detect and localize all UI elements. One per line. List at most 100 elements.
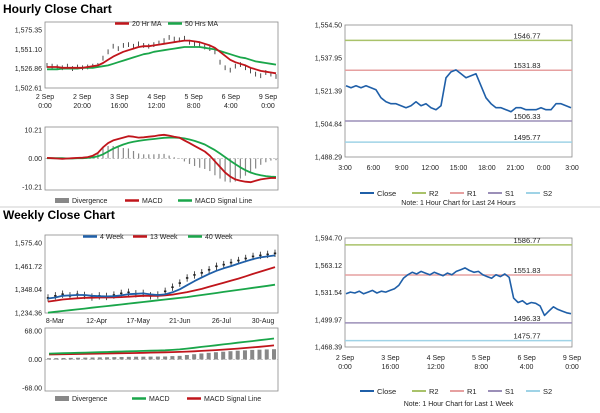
hourly-macd-tick-label-1: 0.00 [28, 156, 42, 163]
hourly-levels-x-tick-7: 0:00 [537, 165, 551, 172]
hourly-levels-x-tick-0: 3:00 [338, 165, 352, 172]
weekly-13week-line [47, 266, 276, 303]
hourly-levels-x-tick-5: 18:00 [478, 165, 496, 172]
weekly-price-candle-body [222, 263, 225, 266]
weekly-macd-line [48, 337, 275, 355]
weekly-divergence-bar [250, 349, 255, 360]
hourly-levels-legend-s2-label: S2 [543, 189, 552, 198]
weekly-levels-level-s2-label: 1475.77 [513, 332, 540, 341]
weekly-levels-x-tick-0-b: 0:00 [338, 364, 352, 371]
weekly-levels-legend-s2-label: S2 [543, 387, 552, 396]
weekly-legend-13week-label: 13 Week [150, 234, 178, 241]
hourly-price-x-tick-3-a: 4 Sep [147, 94, 165, 101]
weekly-divergence-bar [134, 356, 139, 360]
hourly-price-tick-label-1: 1,551.10 [15, 47, 42, 54]
weekly-divergence-bar [90, 357, 95, 360]
weekly-levels-tick-label-0: 1,594.70 [315, 236, 342, 243]
hourly-price-x-tick-0-b: 0:00 [38, 103, 52, 110]
hourly-section-title: Hourly Close Chart [3, 2, 112, 16]
weekly-divergence-bar [272, 349, 276, 360]
hourly-levels-legend-close-label: Close [377, 189, 396, 198]
weekly-price-x-tick-1: 12-Apr [86, 318, 108, 325]
hourly-levels-close-line [345, 69, 572, 113]
hourly-legend-50hr-label: 50 Hrs MA [185, 21, 218, 28]
weekly-levels-note: Note: 1 Hour Chart for Last 1 Week [404, 401, 514, 408]
weekly-price-candle-body [54, 295, 57, 297]
weekly-4week-line [47, 254, 276, 300]
hourly-price-x-tick-4-b: 8:00 [187, 103, 201, 110]
weekly-levels-legend-close-label: Close [377, 387, 396, 396]
hourly-20hr-ma-line [47, 39, 277, 75]
weekly-price-candle-body [237, 259, 240, 262]
hourly-levels-level-s1-label: 1506.33 [513, 112, 540, 121]
weekly-divergence-bar [47, 358, 51, 360]
weekly-divergence-bar [213, 352, 218, 360]
weekly-divergence-bar [126, 356, 131, 360]
weekly-price-candle-body [215, 265, 218, 268]
hourly-macd-tick-label-2: -10.21 [22, 185, 42, 192]
weekly-price-frame [44, 234, 279, 314]
weekly-40week-line [47, 283, 276, 314]
weekly-macd-tick-label-1: 0.00 [28, 357, 42, 364]
weekly-divergence-bar [264, 349, 269, 360]
weekly-divergence-bar [199, 353, 204, 360]
hourly-price-x-tick-1-b: 20:00 [73, 103, 91, 110]
hourly-levels-tick-label-4: 1,488.29 [315, 155, 342, 162]
weekly-divergence-bar [177, 355, 182, 360]
weekly-levels-legend-s1-label: S1 [505, 387, 514, 396]
weekly-price-tick-label-2: 1,348.04 [15, 287, 42, 294]
weekly-price-x-tick-4: 26-Jul [212, 318, 232, 325]
weekly-levels-x-tick-0-a: 2 Sep [336, 355, 354, 362]
weekly-levels-tick-label-1: 1,563.12 [315, 263, 342, 270]
hourly-legend-20hr-label: 20 Hr MA [132, 21, 162, 28]
weekly-price-tick-label-0: 1,575.40 [15, 241, 42, 248]
weekly-levels-x-tick-4-a: 6 Sep [517, 355, 535, 362]
weekly-macd-tick-label-0: 68.00 [24, 329, 42, 336]
hourly-macd-legend-signal-label: MACD Signal Line [195, 198, 252, 205]
weekly-price-candle-body [266, 253, 269, 256]
weekly-price-x-tick-5: 30-Aug [252, 318, 275, 325]
hourly-price-x-tick-4-a: 5 Sep [185, 94, 203, 101]
weekly-price-candle-body [61, 293, 64, 296]
weekly-price-candle-body [185, 277, 189, 279]
weekly-divergence-bar [242, 350, 247, 360]
weekly-divergence-bar [184, 354, 189, 360]
hourly-price-tick-label-0: 1,575.35 [15, 28, 42, 35]
hourly-price-x-tick-1-a: 2 Sep [73, 94, 91, 101]
weekly-price-candle-body [229, 261, 233, 264]
hourly-levels-level-r1-label: 1531.83 [513, 61, 540, 70]
hourly-levels-frame [344, 24, 573, 158]
weekly-price-candle-body [259, 254, 262, 257]
hourly-price-x-tick-2-a: 3 Sep [110, 94, 128, 101]
hourly-levels-tick-label-3: 1,504.84 [315, 122, 342, 129]
weekly-macd-legend-divergence-swatch [55, 396, 69, 401]
weekly-levels-tick-label-2: 1,531.54 [315, 290, 342, 297]
weekly-legend-40week-label: 40 Week [205, 234, 233, 241]
weekly-macd-tick-label-2: -68.00 [22, 386, 42, 393]
hourly-price-x-tick-3-b: 12:00 [148, 103, 166, 110]
hourly-levels-legend-s1-label: S1 [505, 189, 514, 198]
weekly-divergence-bar [206, 352, 211, 360]
weekly-levels-close-line [345, 267, 572, 317]
weekly-price-candle-body [112, 294, 116, 296]
weekly-levels-x-tick-3-b: 8:00 [474, 364, 488, 371]
weekly-divergence-bar [119, 356, 124, 360]
weekly-levels-tick-label-3: 1,499.97 [315, 317, 342, 324]
hourly-macd-legend-divergence-swatch [55, 198, 69, 203]
weekly-divergence-bar [105, 357, 110, 360]
weekly-divergence-bar [192, 354, 197, 360]
weekly-macd-signal-line [48, 344, 275, 356]
weekly-divergence-bar [257, 349, 262, 360]
weekly-levels-x-tick-2-a: 4 Sep [427, 355, 445, 362]
weekly-divergence-bar [61, 357, 66, 360]
hourly-price-tick-label-3: 1,502.61 [15, 86, 42, 93]
weekly-divergence-bar [76, 357, 81, 360]
weekly-divergence-bar [155, 356, 160, 360]
hourly-levels-tick-label-1: 1,537.95 [315, 56, 342, 63]
weekly-price-candle-body [207, 268, 211, 271]
weekly-levels-x-tick-1-b: 16:00 [382, 364, 400, 371]
hourly-macd-legend-divergence-label: Divergence [72, 198, 108, 205]
hourly-levels-tick-label-2: 1,521.39 [315, 89, 342, 96]
weekly-price-tick-label-3: 1,234.36 [15, 311, 42, 318]
hourly-price-x-tick-5-a: 6 Sep [222, 94, 240, 101]
